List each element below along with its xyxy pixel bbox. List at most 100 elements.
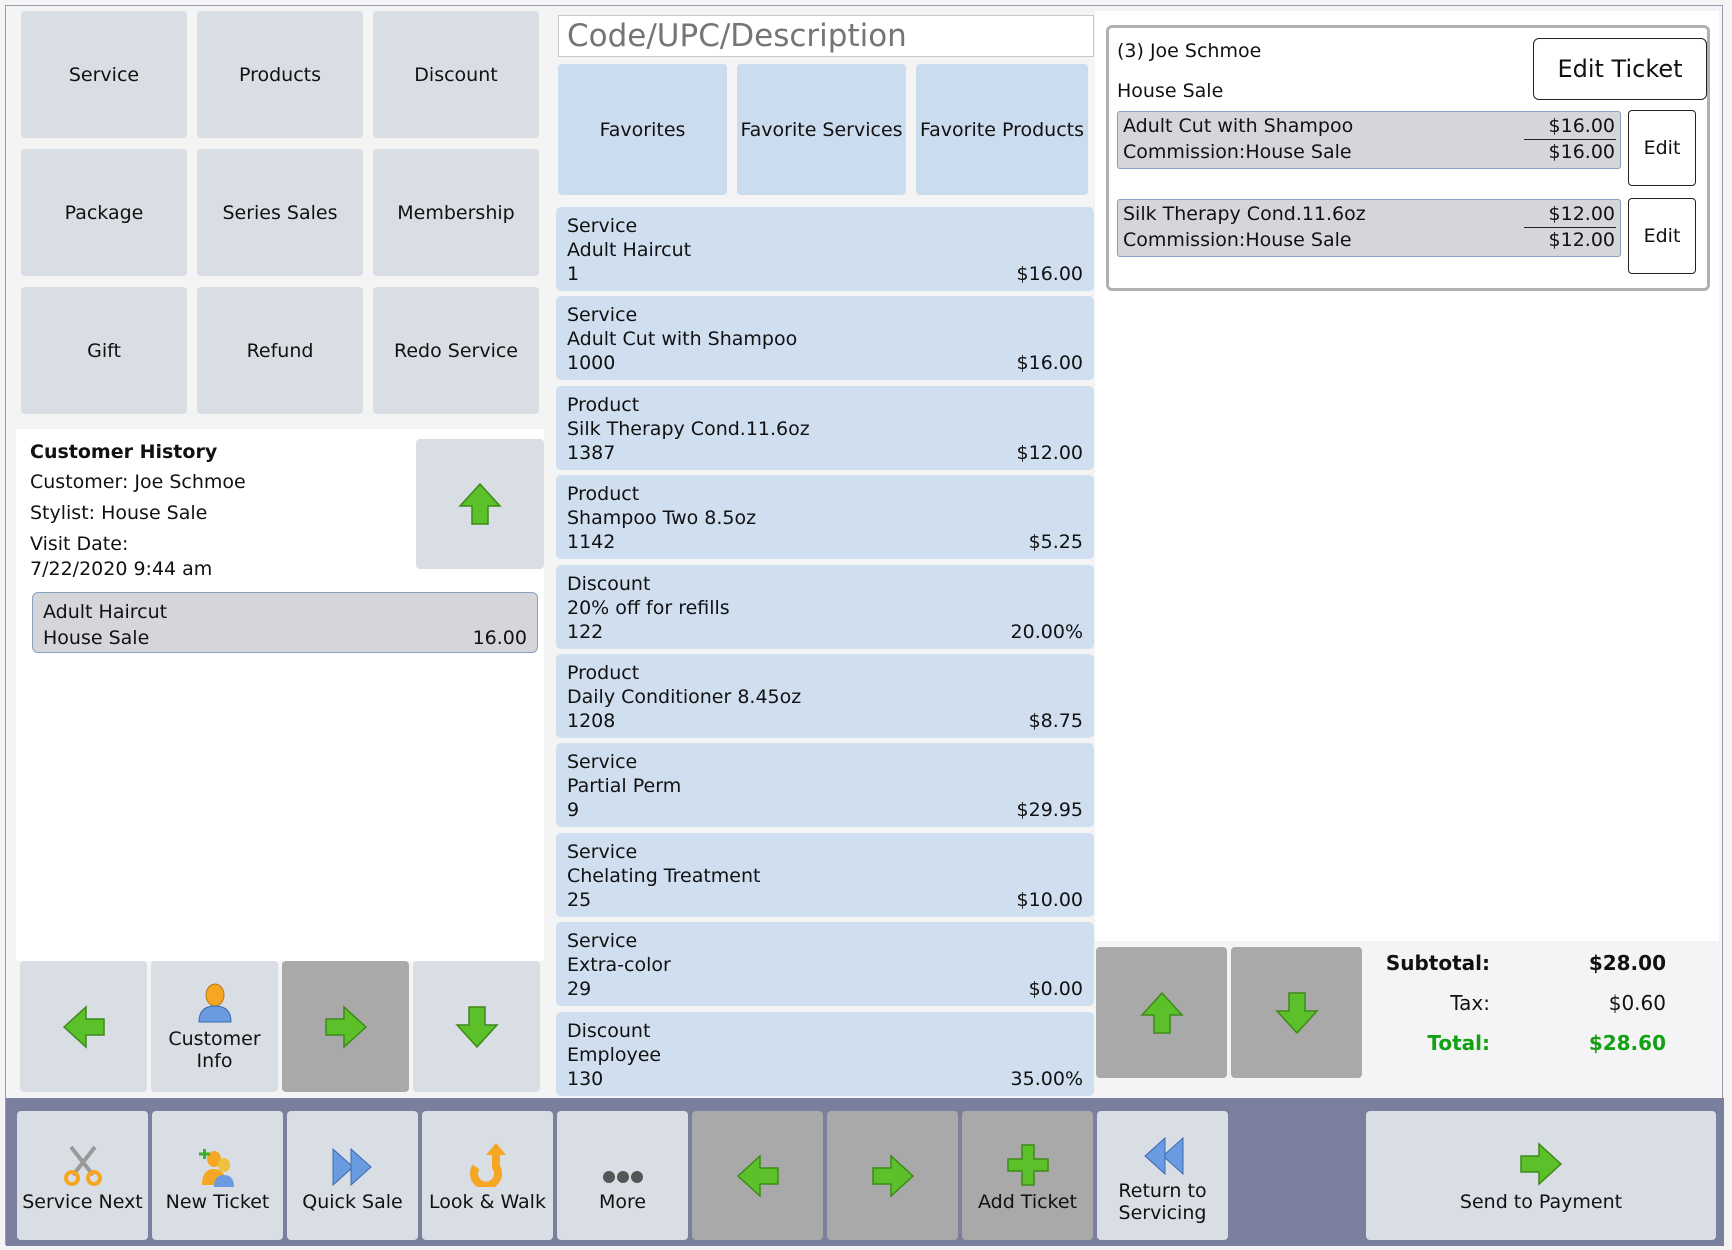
- item-list-entry[interactable]: Discount 20% off for refills 122 20.00%: [556, 564, 1094, 649]
- new-ticket-icon: [198, 1148, 234, 1187]
- ticket-line-edit-button[interactable]: Edit: [1628, 110, 1696, 186]
- item-name: Silk Therapy Cond.11.6oz: [567, 417, 810, 440]
- history-item-name: Adult Haircut: [43, 601, 168, 623]
- subtotal-label: Subtotal:: [1385, 951, 1490, 975]
- history-next-button[interactable]: [282, 961, 409, 1092]
- item-price: $8.75: [1028, 710, 1083, 732]
- ticket-line-commission: Commission:House Sale: [1123, 229, 1352, 251]
- arrow-down-icon: [1274, 991, 1319, 1034]
- item-name: Employee: [567, 1043, 662, 1066]
- item-code: 130: [567, 1067, 604, 1090]
- item-price: $12.00: [1016, 441, 1083, 464]
- item-list-entry[interactable]: Service Extra-color 29 $0.00: [556, 922, 1094, 1007]
- item-list-entry[interactable]: Service Adult Haircut 1 $16.00: [556, 207, 1094, 291]
- next-page-button[interactable]: [827, 1111, 958, 1240]
- item-type: Service: [567, 304, 638, 327]
- favorites-button[interactable]: Favorites: [558, 64, 727, 195]
- package-category-button[interactable]: Package: [21, 149, 187, 276]
- ticket-customer: (3) Joe Schmoe: [1117, 40, 1262, 62]
- item-name: Daily Conditioner 8.45oz: [567, 686, 802, 708]
- history-scroll-down-button[interactable]: [413, 961, 540, 1092]
- gift-category-button[interactable]: Gift: [21, 287, 187, 414]
- fast-forward-icon: [332, 1147, 372, 1186]
- redo-service-category-button[interactable]: Redo Service: [373, 287, 539, 414]
- item-type: Discount: [567, 1019, 651, 1042]
- ticket-line[interactable]: Silk Therapy Cond.11.6oz Commission:Hous…: [1117, 199, 1621, 257]
- item-name: Shampoo Two 8.5oz: [567, 507, 757, 530]
- add-ticket-label: Add Ticket: [977, 1190, 1078, 1213]
- customer-info-label: Customer Info: [168, 1027, 261, 1072]
- favorite-products-button[interactable]: Favorite Products: [916, 64, 1088, 195]
- look-walk-button[interactable]: Look & Walk: [422, 1111, 553, 1240]
- tax-label: Tax:: [1450, 991, 1490, 1015]
- arrow-right-icon: [871, 1153, 914, 1198]
- service-category-button[interactable]: Service: [21, 11, 187, 138]
- ticket-line-edit-button[interactable]: Edit: [1628, 198, 1696, 274]
- ticket-line-commission: Commission:House Sale: [1123, 141, 1352, 163]
- item-price: $29.95: [1016, 799, 1083, 822]
- item-list-entry[interactable]: Service Partial Perm 9 $29.95: [556, 743, 1094, 828]
- return-to-servicing-button[interactable]: Return to Servicing: [1097, 1111, 1228, 1240]
- prev-page-button[interactable]: [692, 1111, 823, 1240]
- history-scroll-up-button[interactable]: [416, 439, 544, 569]
- look-walk-label: Look & Walk: [429, 1190, 546, 1213]
- item-type: Service: [567, 215, 638, 237]
- ticket-scroll-down-button[interactable]: [1231, 947, 1362, 1078]
- ticket-line-rule: [1524, 227, 1616, 228]
- more-label: More: [598, 1190, 647, 1213]
- arrow-up-icon: [1139, 991, 1184, 1034]
- customer-history-panel: Customer History Customer: Joe Schmoe St…: [16, 429, 544, 961]
- service-next-button[interactable]: Service Next: [17, 1111, 148, 1240]
- item-name: Chelating Treatment: [567, 864, 761, 887]
- discount-category-button[interactable]: Discount: [373, 11, 539, 138]
- ticket-line[interactable]: Adult Cut with Shampoo Commission:House …: [1117, 111, 1621, 169]
- item-name: Partial Perm: [567, 775, 682, 798]
- edit-ticket-button[interactable]: Edit Ticket: [1533, 38, 1707, 100]
- favorite-services-button[interactable]: Favorite Services: [737, 64, 906, 195]
- return-to-servicing-label: Return to Servicing: [1118, 1179, 1207, 1224]
- products-category-button[interactable]: Products: [197, 11, 363, 138]
- tax-value: $0.60: [1608, 991, 1666, 1015]
- arrow-up-icon: [458, 482, 502, 525]
- item-list-entry[interactable]: Product Silk Therapy Cond.11.6oz 1387 $12.0…: [556, 385, 1094, 470]
- item-type: Discount: [567, 572, 651, 595]
- history-list-item[interactable]: Adult Haircut House Sale 16.00: [32, 592, 538, 653]
- quick-sale-button[interactable]: Quick Sale: [287, 1111, 418, 1240]
- item-list-entry[interactable]: Service Chelating Treatment 25 $10.00: [556, 832, 1094, 917]
- new-ticket-button[interactable]: New Ticket: [152, 1111, 283, 1240]
- pos-window: Service Products Discount Package Series…: [5, 5, 1726, 1246]
- item-code: 1208: [567, 710, 616, 732]
- item-list-entry[interactable]: Service Adult Cut with Shampoo 1000 $16.00: [556, 296, 1094, 381]
- item-code: 29: [567, 978, 592, 1001]
- history-stylist: Stylist: House Sale: [30, 502, 208, 524]
- more-dots-icon: [602, 1170, 643, 1183]
- ticket-line-price: $12.00: [1548, 203, 1615, 225]
- total-label: Total:: [1427, 1031, 1490, 1055]
- u-turn-icon: [469, 1142, 506, 1187]
- item-code: 122: [567, 620, 604, 643]
- ticket-scroll-up-button[interactable]: [1096, 947, 1227, 1078]
- customer-info-button[interactable]: Customer Info: [151, 961, 278, 1092]
- add-ticket-button[interactable]: Add Ticket: [962, 1111, 1093, 1240]
- more-button[interactable]: More: [557, 1111, 688, 1240]
- search-input[interactable]: [558, 15, 1094, 57]
- item-type: Product: [567, 662, 640, 684]
- item-list-entry[interactable]: Product Daily Conditioner 8.45oz 1208 $8.75: [556, 654, 1094, 738]
- ticket-line-name: Adult Cut with Shampoo: [1123, 115, 1354, 137]
- membership-category-button[interactable]: Membership: [373, 149, 539, 276]
- history-visit-label: Visit Date:: [30, 533, 129, 555]
- series-sales-category-button[interactable]: Series Sales: [197, 149, 363, 276]
- history-prev-button[interactable]: [20, 961, 147, 1092]
- totals-panel: Subtotal: $28.00 Tax: $0.60 Total: $28.6…: [1376, 941, 1726, 1101]
- send-to-payment-label: Send to Payment: [1459, 1190, 1623, 1213]
- item-code: 1387: [567, 441, 616, 464]
- arrow-down-icon: [454, 1005, 499, 1048]
- item-price: $16.00: [1016, 352, 1083, 375]
- item-list-entry[interactable]: Discount Employee 130 35.00%: [556, 1011, 1094, 1096]
- ticket-line-price: $16.00: [1548, 115, 1615, 137]
- item-list-entry[interactable]: Product Shampoo Two 8.5oz 1142 $5.25: [556, 475, 1094, 560]
- send-to-payment-button[interactable]: Send to Payment: [1366, 1111, 1716, 1240]
- ticket-stylist: House Sale: [1117, 80, 1224, 102]
- refund-category-button[interactable]: Refund: [197, 287, 363, 414]
- arrow-right-icon: [1520, 1141, 1563, 1186]
